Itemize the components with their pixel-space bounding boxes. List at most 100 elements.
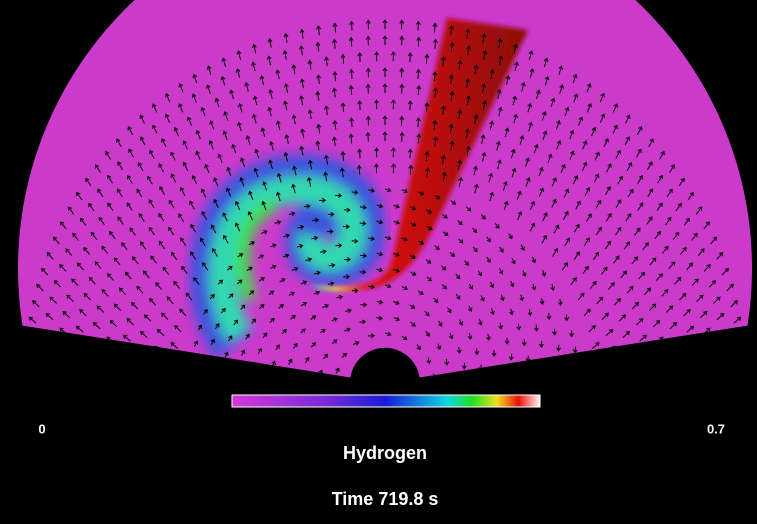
flow-arrow — [117, 216, 124, 225]
flow-arrow — [316, 25, 321, 36]
flow-arrow — [332, 119, 338, 130]
flow-arrow — [541, 111, 547, 121]
flow-arrow — [332, 136, 337, 147]
flow-arrow — [72, 232, 79, 241]
flow-arrow — [626, 285, 634, 294]
flow-arrow — [531, 283, 537, 291]
flow-arrow — [105, 150, 111, 160]
flow-arrow — [569, 150, 575, 160]
flow-arrow — [525, 157, 530, 167]
flow-arrow — [672, 338, 681, 346]
flow-arrow — [426, 357, 432, 365]
flow-arrow — [170, 251, 178, 261]
flow-arrow — [226, 166, 232, 177]
flow-arrow — [723, 381, 730, 386]
flow-arrow — [521, 339, 527, 347]
flow-arrow — [488, 172, 494, 183]
flow-arrow — [158, 163, 164, 173]
flow-arrow — [193, 340, 199, 347]
flow-arrow — [494, 366, 500, 374]
flow-arrow — [448, 123, 454, 134]
flow-arrow — [558, 411, 562, 416]
flow-arrow — [560, 163, 566, 174]
flow-arrow — [335, 193, 343, 199]
flow-arrow — [152, 397, 160, 402]
flow-arrow — [365, 67, 371, 78]
flow-arrow — [344, 327, 351, 333]
flow-arrow — [164, 113, 171, 123]
flow-arrow — [28, 434, 36, 439]
flow-arrow — [158, 212, 165, 222]
flow-arrow — [669, 164, 675, 173]
flow-arrow — [512, 387, 516, 393]
flow-arrow — [374, 99, 380, 110]
flow-arrow — [310, 315, 317, 320]
flow-arrow — [376, 251, 384, 257]
flow-arrow — [192, 73, 198, 84]
flow-arrow — [418, 240, 425, 245]
flow-arrow — [210, 338, 215, 346]
flow-arrow — [444, 358, 450, 366]
flow-arrow — [222, 234, 229, 244]
flow-arrow — [534, 324, 539, 332]
flow-arrow — [458, 176, 463, 187]
flow-arrow — [299, 45, 304, 56]
flow-arrow — [365, 131, 371, 142]
flow-arrow — [178, 213, 185, 223]
flow-arrow — [212, 248, 218, 257]
flow-arrow — [67, 206, 75, 215]
flow-arrow — [299, 28, 305, 39]
flow-arrow — [343, 224, 351, 230]
flow-arrow — [583, 237, 590, 246]
flow-arrow — [327, 211, 335, 217]
flow-arrow — [299, 145, 305, 156]
flow-arrow — [359, 269, 367, 275]
flow-arrow — [631, 256, 638, 265]
swirl — [189, 154, 386, 360]
flow-arrow — [721, 267, 729, 276]
flow-arrow — [558, 361, 564, 368]
flow-arrow — [322, 304, 329, 309]
flow-arrow — [101, 289, 109, 297]
flow-arrow — [497, 159, 502, 169]
flow-arrow — [591, 342, 600, 349]
flow-arrow — [359, 319, 367, 325]
flow-arrow — [705, 412, 713, 417]
flow-arrow — [672, 231, 680, 240]
flow-arrow — [607, 282, 615, 291]
flow-arrow — [143, 270, 150, 279]
flow-arrow — [343, 274, 351, 280]
flow-arrow — [716, 313, 725, 321]
flow-arrow — [123, 334, 131, 342]
flow-arrow — [519, 135, 525, 145]
flow-arrow — [622, 331, 631, 339]
flow-arrow — [341, 352, 348, 358]
flow-arrow — [120, 385, 127, 390]
flow-arrow — [270, 264, 277, 270]
flow-arrow — [248, 290, 255, 296]
flow-arrow — [360, 204, 367, 210]
flow-arrow — [53, 280, 62, 288]
flow-arrow — [253, 167, 259, 178]
flow-arrow — [449, 25, 454, 36]
flow-arrow — [299, 78, 305, 89]
flow-arrow — [278, 304, 285, 309]
flow-arrow — [626, 399, 634, 404]
flow-arrow — [87, 372, 96, 378]
flow-arrow — [593, 359, 603, 366]
flow-arrow — [40, 346, 49, 354]
flow-arrow — [481, 83, 486, 94]
flow-arrow — [226, 266, 233, 271]
flow-arrow — [691, 232, 698, 241]
flow-arrow — [441, 56, 446, 67]
flow-arrow — [486, 236, 491, 243]
flow-arrow — [644, 287, 652, 296]
flow-arrow — [472, 227, 478, 233]
flow-arrow — [154, 414, 162, 419]
flow-arrow — [527, 102, 533, 113]
flow-arrow — [674, 372, 683, 378]
flow-arrow — [136, 399, 144, 404]
flow-arrow — [588, 325, 596, 333]
flow-arrow — [315, 90, 321, 101]
flow-arrow — [612, 103, 618, 113]
